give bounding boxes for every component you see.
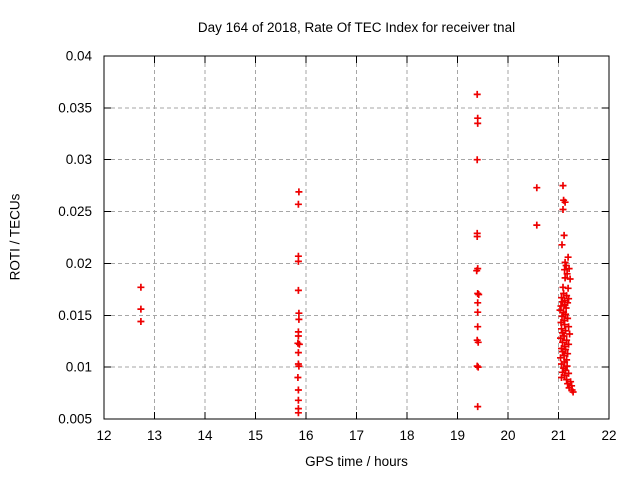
y-tick-label: 0.03 bbox=[66, 152, 92, 167]
y-tick-label: 0.005 bbox=[58, 412, 92, 427]
tick-marks bbox=[103, 55, 610, 420]
x-tick-label: 17 bbox=[349, 428, 364, 443]
x-tick-label: 19 bbox=[450, 428, 465, 443]
y-tick-label: 0.035 bbox=[58, 100, 92, 115]
x-tick-label: 16 bbox=[298, 428, 313, 443]
y-tick-label: 0.02 bbox=[66, 256, 92, 271]
x-tick-label: 21 bbox=[551, 428, 566, 443]
chart-title: Day 164 of 2018, Rate Of TEC Index for r… bbox=[197, 20, 516, 35]
tick-labels: 12 13 14 15 16 17 18 19 20 21 22 0.005 0.01 0.015 0.02… bbox=[58, 49, 616, 444]
x-tick-label: 14 bbox=[197, 428, 213, 443]
y-tick-label: 0.01 bbox=[66, 360, 92, 375]
y-tick-label: 0.04 bbox=[66, 49, 93, 64]
x-tick-label: 22 bbox=[601, 428, 616, 443]
x-tick-label: 18 bbox=[399, 428, 414, 443]
x-tick-label: 15 bbox=[248, 428, 263, 443]
x-tick-label: 20 bbox=[500, 428, 515, 443]
plot-border-and-ticks bbox=[103, 55, 610, 420]
y-tick-label: 0.015 bbox=[58, 308, 92, 323]
x-axis-label: GPS time / hours bbox=[305, 454, 408, 469]
x-tick-label: 12 bbox=[96, 428, 111, 443]
data-points bbox=[137, 90, 577, 417]
x-tick-label: 13 bbox=[147, 428, 162, 443]
y-tick-label: 0.025 bbox=[58, 204, 92, 219]
gridlines bbox=[103, 55, 610, 420]
